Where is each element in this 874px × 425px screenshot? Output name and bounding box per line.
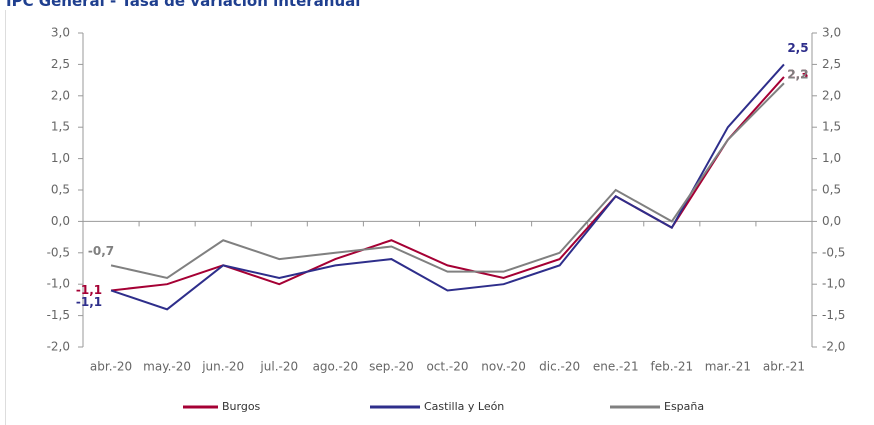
x-tick-label: dic.-20 xyxy=(539,360,580,374)
data-label: -1,1 xyxy=(76,295,102,309)
x-tick-label: may.-20 xyxy=(143,360,191,374)
y2-tick-label: 1,0 xyxy=(822,151,841,165)
x-tick-label: abr.-21 xyxy=(763,360,805,374)
x-tick-label: jul.-20 xyxy=(259,360,298,374)
y2-tick-label: -1,5 xyxy=(822,308,845,322)
y-tick-label: -1,0 xyxy=(47,277,70,291)
series-line xyxy=(110,76,785,292)
y-tick-label: -2,0 xyxy=(47,340,70,354)
x-tick-label: oct.-20 xyxy=(426,360,468,374)
x-tick-label: ene.-21 xyxy=(593,360,639,374)
series-line xyxy=(110,82,785,279)
x-tick-label: nov.-20 xyxy=(481,360,526,374)
chart-title: IPC General - Tasa de variación interanu… xyxy=(6,0,360,10)
x-tick-label: feb.-21 xyxy=(650,360,693,374)
y2-tick-label: 0,5 xyxy=(822,183,841,197)
y-tick-label: 1,5 xyxy=(51,120,70,134)
y-tick-label: 2,5 xyxy=(51,57,70,71)
y-tick-label: 2,0 xyxy=(51,88,70,102)
x-tick-label: jun.-20 xyxy=(201,360,244,374)
y2-tick-label: 2,0 xyxy=(822,88,841,102)
y-tick-label: 0,5 xyxy=(51,183,70,197)
y-tick-label: -0,5 xyxy=(47,245,70,259)
y2-tick-label: 1,5 xyxy=(822,120,841,134)
data-label: -1,1 xyxy=(76,283,102,297)
y2-tick-label: -2,0 xyxy=(822,340,845,354)
legend-label: Burgos xyxy=(222,400,261,413)
data-label: 2,5 xyxy=(787,41,808,55)
y2-tick-label: 0,0 xyxy=(822,214,841,228)
data-label: 2,3 xyxy=(787,67,808,81)
y-tick-label: 0,0 xyxy=(51,214,70,228)
legend-label: España xyxy=(664,400,704,413)
x-tick-label: sep.-20 xyxy=(369,360,414,374)
y-tick-label: 1,0 xyxy=(51,151,70,165)
y2-tick-label: -0,5 xyxy=(822,245,845,259)
data-label: -0,7 xyxy=(88,244,114,258)
y2-tick-label: 3,0 xyxy=(822,26,841,40)
y2-tick-label: -1,0 xyxy=(822,277,845,291)
y2-tick-label: 2,5 xyxy=(822,57,841,71)
series-line xyxy=(110,63,785,311)
y-tick-label: 3,0 xyxy=(51,26,70,40)
x-tick-label: abr.-20 xyxy=(90,360,132,374)
data-label: 2,2 xyxy=(787,68,808,82)
x-tick-label: ago.-20 xyxy=(313,360,359,374)
x-tick-label: mar.-21 xyxy=(705,360,751,374)
legend-label: Castilla y León xyxy=(424,400,504,413)
y-tick-label: -1,5 xyxy=(47,308,70,322)
